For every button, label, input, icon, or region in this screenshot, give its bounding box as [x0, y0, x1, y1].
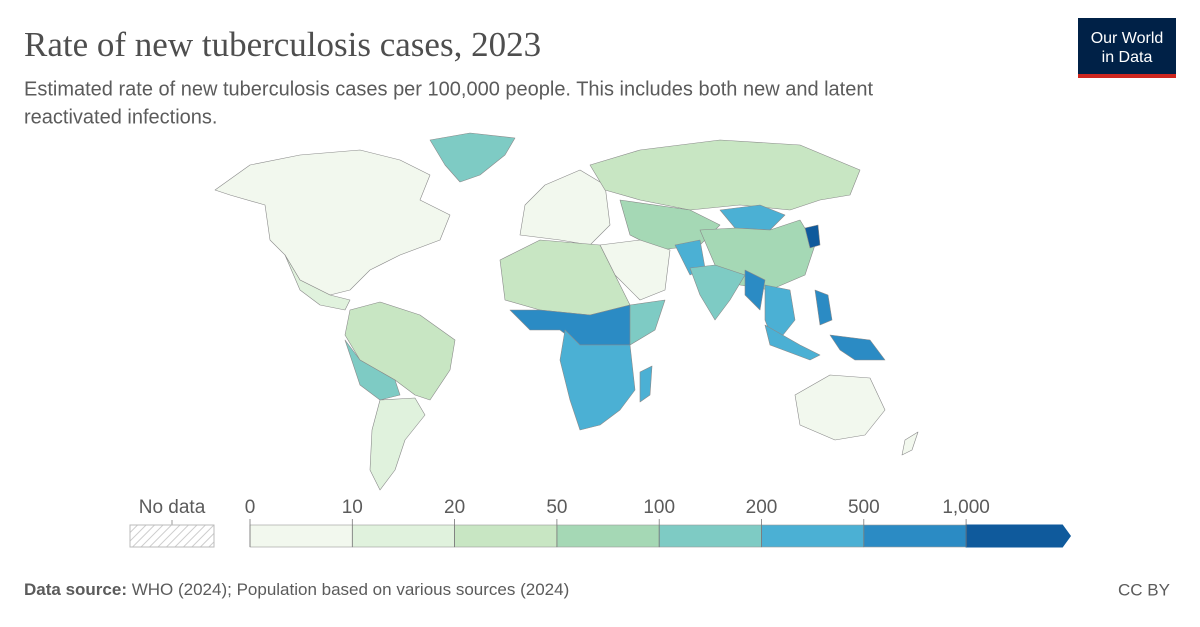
world-map — [214, 132, 919, 491]
legend-bin — [249, 524, 353, 548]
greenland — [429, 132, 516, 183]
legend-bin — [761, 524, 865, 548]
legend-bin — [658, 524, 762, 548]
logo-bar — [1078, 74, 1176, 78]
australia — [794, 374, 886, 441]
legend-tick-label: 100 — [643, 497, 675, 518]
new-zealand — [901, 431, 919, 456]
license: CC BY — [1118, 580, 1170, 599]
india — [689, 264, 746, 321]
source-label: Data source: — [24, 580, 127, 599]
legend-tick-label: 10 — [342, 497, 363, 518]
europe — [519, 169, 611, 246]
logo-text: Our World — [1091, 30, 1164, 47]
subtitle: Estimated rate of new tuberculosis cases… — [24, 78, 873, 100]
subtitle: reactivated infections. — [24, 106, 217, 128]
source: WHO (2024); Population based on various … — [132, 580, 570, 599]
logo-text: in Data — [1102, 49, 1153, 66]
mexico — [284, 254, 351, 311]
legend-tick-label: 500 — [848, 497, 880, 518]
south-america-north — [344, 301, 456, 401]
no-data-box — [129, 524, 215, 548]
indonesia-west — [764, 324, 821, 361]
legend-tick-label: 0 — [245, 497, 256, 518]
mongolia — [719, 204, 786, 231]
no-data-label: No data — [139, 497, 206, 518]
logo-box — [1078, 18, 1176, 74]
legend-bin — [351, 524, 455, 548]
southern-africa — [559, 329, 636, 431]
legend-bin — [863, 524, 967, 548]
myanmar — [744, 269, 766, 311]
east-africa — [629, 299, 666, 346]
north-america — [214, 149, 451, 296]
peru-bolivia — [344, 339, 401, 401]
russia — [589, 139, 861, 211]
philippines — [814, 289, 833, 326]
north-korea — [804, 224, 821, 249]
logo[interactable]: Our World in Data — [1078, 18, 1176, 78]
footer: Data source: WHO (2024); Population base… — [24, 580, 569, 599]
legend-bin — [965, 524, 1072, 548]
legend-tick-label: 200 — [746, 497, 778, 518]
legend-bin — [556, 524, 660, 548]
south-america-south — [369, 397, 426, 491]
legend-tick-label: 50 — [546, 497, 567, 518]
title: Rate of new tuberculosis cases, 2023 — [24, 25, 541, 64]
legend-bin — [454, 524, 558, 548]
legend: No data 0 10 20 50 100 200 500 1,000 — [129, 497, 1072, 548]
indonesia-east — [829, 334, 886, 361]
madagascar — [639, 365, 653, 403]
legend-tick-label: 20 — [444, 497, 465, 518]
legend-tick-label: 1,000 — [942, 497, 990, 518]
